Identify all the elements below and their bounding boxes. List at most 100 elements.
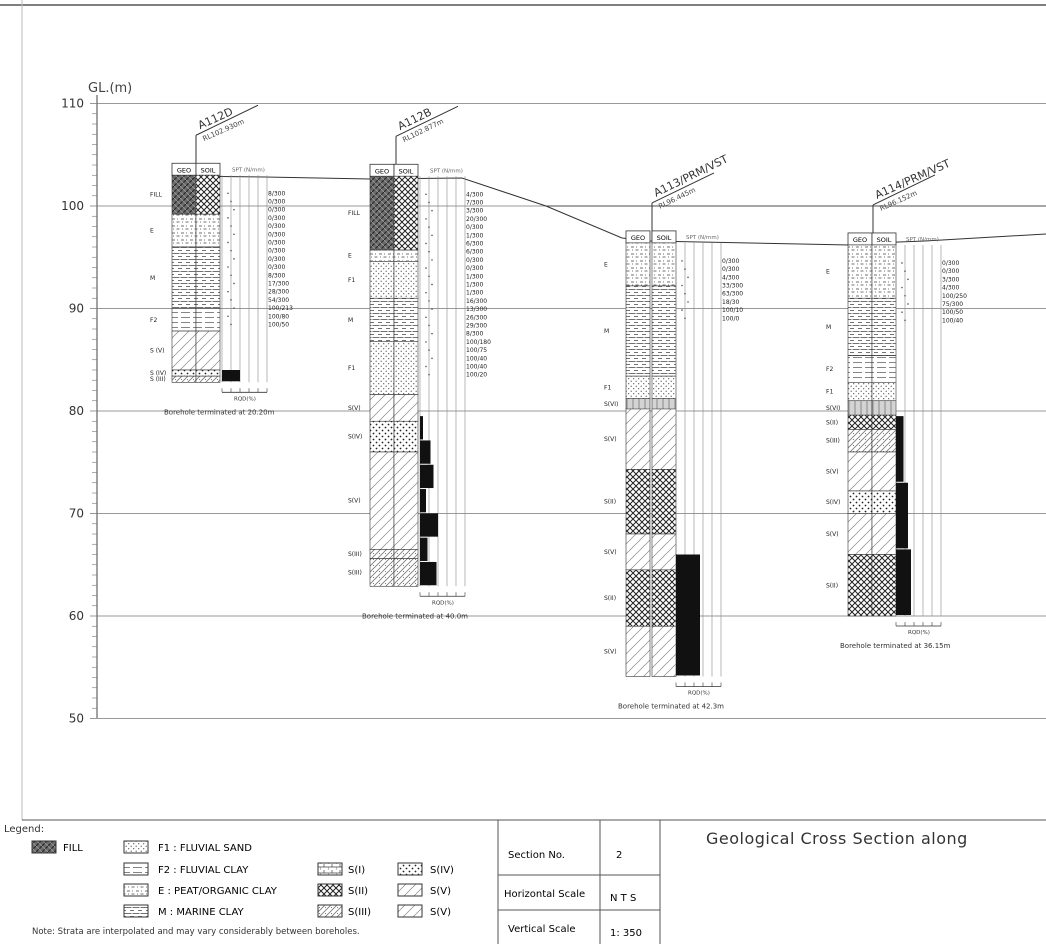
spt-point	[428, 324, 430, 327]
spt-value: 4/300	[466, 191, 483, 198]
soil-layer	[195, 174, 221, 215]
spt-value: 0/300	[942, 268, 959, 275]
spt-value: 100/0	[722, 315, 739, 322]
soil-layer	[871, 554, 897, 617]
legend-label-marine: M : MARINE CLAY	[158, 907, 245, 918]
spt-point	[233, 307, 235, 309]
spt-value: 100/50	[268, 321, 289, 328]
soil-layer	[871, 451, 897, 492]
spt-point	[227, 290, 229, 293]
rqd-bar	[420, 513, 438, 537]
geo-layer	[369, 340, 395, 395]
soil-layer	[871, 297, 897, 356]
soil-layer	[195, 375, 221, 383]
legend-swatch-siii	[317, 904, 343, 918]
geo-layer	[625, 285, 651, 377]
y-tick-label: 90	[69, 302, 84, 316]
layer-unit-label: F1	[604, 384, 611, 391]
layer-unit-label: S(V)	[604, 436, 617, 443]
geo-layer	[171, 369, 197, 377]
geo-layer	[369, 451, 395, 550]
soil-layer	[393, 261, 419, 299]
layer-unit-label: S(V)	[604, 549, 617, 556]
spt-point	[425, 193, 427, 196]
legend-area: Legend: FILL F1 : FLUVIAL SAND F2 : FLUV…	[4, 819, 1046, 944]
legend-label-peat: E : PEAT/ORGANIC CLAY	[158, 886, 278, 897]
borehole-leader-diag	[872, 174, 936, 206]
legend-label-sii: S(II)	[348, 886, 368, 897]
spt-value: 28/300	[268, 289, 289, 296]
section-no-label: Section No.	[508, 850, 565, 861]
layer-unit-label: S (V)	[150, 348, 165, 355]
column-header: GEO	[375, 167, 389, 175]
legend-label-siv: S(IV)	[430, 865, 454, 876]
spt-value: 100/75	[466, 347, 487, 354]
spt-point	[425, 341, 427, 343]
y-tick-label: 70	[69, 507, 84, 521]
layer-unit-label: E	[348, 253, 352, 260]
spt-point	[428, 373, 430, 376]
termination-note: Borehole terminated at 40.0m	[362, 612, 468, 620]
rqd-bar	[420, 537, 428, 561]
geo-layer	[847, 414, 873, 430]
soil-layer	[871, 400, 897, 416]
spt-value: 100/10	[722, 307, 743, 314]
spt-value: 100/213	[268, 305, 293, 312]
spt-value: 100/180	[466, 339, 491, 346]
soil-layer	[871, 355, 897, 383]
soil-layer	[651, 569, 677, 627]
spt-point	[431, 234, 433, 237]
spt-value: 100/40	[942, 317, 963, 324]
soil-layer	[393, 451, 419, 550]
spt-point	[425, 267, 427, 269]
layer-unit-label: S(IV)	[348, 434, 362, 441]
spt-value: 18/30	[722, 299, 739, 306]
geo-layer	[369, 558, 395, 587]
geo-layer	[171, 213, 197, 248]
soil-layer	[393, 297, 419, 342]
spt-value: 0/300	[268, 198, 285, 205]
spt-value: 16/300	[466, 298, 487, 305]
spt-value: 100/50	[942, 309, 963, 316]
spt-value: 29/300	[466, 322, 487, 329]
spt-value: 0/300	[268, 223, 285, 230]
geo-layer	[625, 242, 651, 287]
spt-point	[425, 316, 427, 319]
spt-value: 3/300	[466, 208, 483, 215]
spt-value: 26/300	[466, 314, 487, 321]
soil-layer	[195, 246, 221, 309]
rqd-label: RQD(%)	[432, 600, 454, 606]
spt-value: 54/300	[268, 297, 289, 304]
spt-value: 0/300	[268, 207, 285, 214]
soil-layer	[651, 285, 677, 377]
soil-layer	[871, 490, 897, 514]
legend-label-fluvsand: F1 : FLUVIAL SAND	[158, 843, 252, 854]
spt-value: 0/300	[722, 266, 739, 273]
layer-unit-label: M	[604, 328, 609, 335]
layer-unit-label: FILL	[150, 192, 163, 199]
spt-point	[428, 226, 430, 228]
spt-value: 0/300	[268, 231, 285, 238]
legend-swatch-fill	[31, 840, 57, 854]
y-tick-label: 110	[61, 97, 84, 111]
y-tick-label: 80	[69, 404, 84, 418]
spt-value: 0/300	[466, 265, 483, 272]
spt-point	[227, 217, 229, 219]
geo-layer	[369, 249, 395, 262]
spt-value: 3/300	[942, 276, 959, 283]
column-header: GEO	[631, 234, 645, 242]
soil-layer	[651, 533, 677, 571]
spt-value: 1/300	[466, 273, 483, 280]
spt-point	[230, 274, 232, 277]
column-header: GEO	[177, 166, 191, 174]
spt-value: 1/300	[466, 290, 483, 297]
spt-header: SPT (N/mm)	[906, 237, 939, 243]
geo-layer	[369, 297, 395, 342]
column-header: SOIL	[657, 234, 672, 242]
geo-layer	[369, 261, 395, 299]
geo-layer	[847, 381, 873, 402]
spt-value: 0/300	[466, 257, 483, 264]
spt-value: 0/300	[268, 215, 285, 222]
spt-value: 0/300	[722, 258, 739, 265]
